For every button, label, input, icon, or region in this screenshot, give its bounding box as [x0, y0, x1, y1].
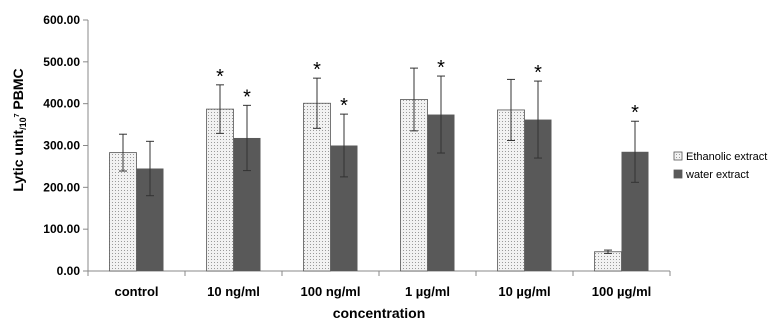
significance-star: * [216, 66, 224, 88]
legend-label: water extract [685, 169, 749, 181]
y-axis-title: Lytic unit/107 PBMC [10, 68, 28, 191]
significance-star: * [340, 95, 348, 117]
y-tick-label: 500.00 [43, 55, 80, 69]
bar-ethanolic [594, 251, 622, 272]
legend: Ethanolic extract water extract [673, 151, 767, 181]
x-tick-label: 100 µg/ml [592, 284, 652, 299]
y-axis-title-main: Lytic unit [10, 130, 26, 192]
legend-label: Ethanolic extract [686, 151, 767, 163]
x-tick-label: 10 ng/ml [207, 284, 260, 299]
y-tick-label: 0.00 [57, 264, 81, 278]
legend-swatch-water [673, 169, 683, 179]
significance-star: * [313, 59, 321, 81]
significance-star: * [631, 102, 639, 124]
significance-star: * [534, 62, 542, 84]
y-tick-label: 300.00 [43, 139, 80, 153]
x-tick-label: 1 µg/ml [405, 284, 450, 299]
y-tick-label: 600.00 [43, 13, 80, 27]
y-tick-label: 200.00 [43, 180, 80, 194]
significance-star: * [437, 57, 445, 79]
significance-star: * [243, 86, 251, 108]
bar-ethanolic [303, 102, 331, 272]
y-tick-label: 100.00 [43, 222, 80, 236]
y-axis-title-sub: /10 [18, 117, 28, 130]
x-tick-label: control [114, 284, 158, 299]
bar-ethanolic [206, 108, 234, 272]
y-axis-title-sup: 7 [14, 113, 21, 117]
x-axis-title: concentration [333, 305, 426, 321]
x-tick-label: 100 ng/ml [301, 284, 361, 299]
y-axis-title-unit: PBMC [10, 68, 26, 113]
legend-swatch-ethanolic [673, 151, 683, 161]
y-tick-label: 400.00 [43, 97, 80, 111]
x-tick-label: 10 µg/ml [498, 284, 550, 299]
